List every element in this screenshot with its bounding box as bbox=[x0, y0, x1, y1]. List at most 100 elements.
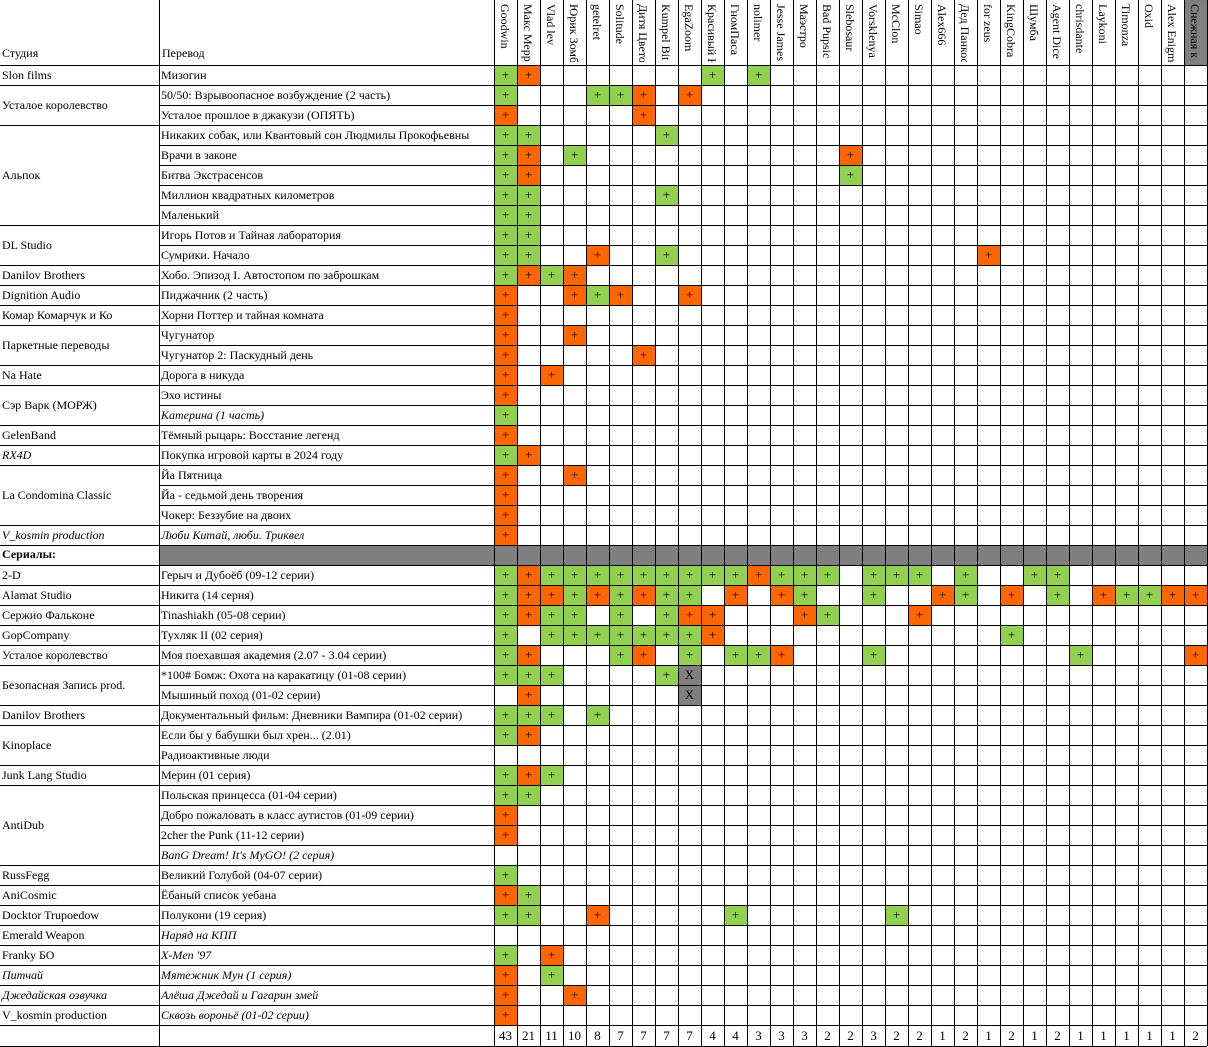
title-cell: Тёмный рыцарь: Восстание легенд bbox=[161, 428, 340, 442]
grid-line bbox=[563, 0, 564, 1046]
grid-line bbox=[0, 725, 1207, 726]
studio-cell: Na Hate bbox=[2, 368, 42, 382]
green-plus-mark: + bbox=[517, 665, 540, 685]
green-plus-mark: + bbox=[494, 85, 517, 105]
orange-plus-mark: + bbox=[1092, 585, 1115, 605]
title-cell: Наряд на КПП bbox=[161, 928, 237, 942]
title-cell: Усталое прошлое в джакузи (ОПЯТЬ) bbox=[161, 108, 355, 122]
orange-plus-mark: + bbox=[586, 905, 609, 925]
studio-cell: Безопасная Запись prod. bbox=[2, 678, 126, 692]
studio-cell: Emerald Weapon bbox=[2, 928, 85, 942]
green-plus-mark: + bbox=[586, 705, 609, 725]
dubber-header-4: getelret bbox=[586, 4, 609, 62]
grid-line bbox=[885, 0, 886, 1046]
grid-line bbox=[0, 265, 1207, 266]
orange-plus-mark: + bbox=[517, 445, 540, 465]
dubber-name: nolimer bbox=[751, 4, 765, 42]
title-cell: Хорни Поттер и тайная комната bbox=[161, 308, 324, 322]
total-cell: 1 bbox=[1100, 1028, 1107, 1043]
green-plus-mark: + bbox=[563, 565, 586, 585]
orange-plus-mark: + bbox=[563, 325, 586, 345]
orange-plus-mark: + bbox=[494, 885, 517, 905]
title-cell: Великий Голубой (04-07 серии) bbox=[161, 868, 323, 882]
orange-plus-mark: + bbox=[517, 145, 540, 165]
green-plus-mark: + bbox=[747, 645, 770, 665]
green-plus-mark: + bbox=[609, 585, 632, 605]
grid-line bbox=[0, 985, 1207, 986]
dubber-header-12: Jesse James bbox=[770, 4, 793, 62]
title-cell: Алёша Джедай и Гагарин змей bbox=[161, 988, 319, 1002]
grid-line bbox=[0, 65, 1207, 66]
orange-plus-mark: + bbox=[1161, 585, 1184, 605]
studio-cell: Комар Комарчук и Ко bbox=[2, 308, 113, 322]
total-cell: 2 bbox=[847, 1028, 854, 1043]
orange-plus-mark: + bbox=[908, 605, 931, 625]
green-plus-mark: + bbox=[494, 585, 517, 605]
grid-line bbox=[0, 225, 1207, 226]
total-cell: 2 bbox=[916, 1028, 923, 1043]
dubber-name: Маэстро bbox=[797, 4, 811, 48]
orange-plus-mark: + bbox=[494, 1005, 517, 1025]
grid-line bbox=[1184, 0, 1185, 1046]
orange-plus-mark: + bbox=[747, 565, 770, 585]
orange-plus-mark: + bbox=[770, 585, 793, 605]
orange-plus-mark: + bbox=[494, 325, 517, 345]
studio-cell: Усталое королевство bbox=[2, 98, 108, 112]
grid-line bbox=[954, 0, 955, 1046]
grid-line bbox=[747, 0, 748, 1046]
orange-plus-mark: + bbox=[517, 265, 540, 285]
grid-line bbox=[0, 625, 1207, 626]
total-cell: 3 bbox=[755, 1028, 762, 1043]
studio-cell: Усталое королевство bbox=[2, 648, 108, 662]
dubber-header-25: chrisdante bbox=[1069, 4, 1092, 62]
total-cell: 3 bbox=[870, 1028, 877, 1043]
total-cell: 2 bbox=[1008, 1028, 1015, 1043]
title-cell: Игорь Потов и Тайная лаборатория bbox=[161, 228, 341, 242]
grid-line bbox=[1069, 0, 1070, 1046]
green-plus-mark: + bbox=[586, 285, 609, 305]
dubber-header-1: Макс Мерр bbox=[517, 4, 540, 62]
green-plus-mark: + bbox=[494, 65, 517, 85]
green-plus-mark: + bbox=[494, 185, 517, 205]
orange-plus-mark: + bbox=[517, 65, 540, 85]
studio-cell: Питчай bbox=[2, 968, 44, 982]
title-cell: Пиджачник (2 часть) bbox=[161, 288, 268, 302]
grid-line bbox=[816, 0, 817, 1046]
studio-cell: RX4D bbox=[2, 448, 32, 462]
orange-plus-mark: + bbox=[563, 265, 586, 285]
orange-plus-mark: + bbox=[517, 645, 540, 665]
title-cell: 50/50: Взрывоопасное возбуждение (2 част… bbox=[161, 88, 391, 102]
green-plus-mark: + bbox=[494, 245, 517, 265]
green-plus-mark: + bbox=[1069, 645, 1092, 665]
grid-line bbox=[159, 685, 1207, 686]
title-cell: Сумрики. Начало bbox=[161, 248, 250, 262]
dubber-header-22: KingCobra bbox=[1000, 4, 1023, 62]
total-cell: 1 bbox=[1123, 1028, 1130, 1043]
studio-cell: V_kosmin production bbox=[2, 1008, 107, 1022]
grid-line bbox=[655, 0, 656, 1046]
green-plus-mark: + bbox=[1046, 565, 1069, 585]
studio-cell: Danilov Brothers bbox=[2, 268, 85, 282]
dubber-header-29: Alex Enigm bbox=[1161, 4, 1184, 62]
orange-plus-mark: + bbox=[494, 985, 517, 1005]
studio-cell: Alamat Studio bbox=[2, 588, 72, 602]
orange-plus-mark: + bbox=[701, 625, 724, 645]
grid-line bbox=[908, 0, 909, 1046]
grid-line bbox=[0, 905, 1207, 906]
green-plus-mark: + bbox=[655, 585, 678, 605]
green-plus-mark: + bbox=[494, 165, 517, 185]
grid-line bbox=[678, 0, 679, 1046]
green-plus-mark: + bbox=[494, 725, 517, 745]
title-cell: Дорога в никуда bbox=[161, 368, 245, 382]
green-plus-mark: + bbox=[655, 185, 678, 205]
green-plus-mark: + bbox=[494, 665, 517, 685]
studio-cell: Danilov Brothers bbox=[2, 708, 85, 722]
grid-line bbox=[0, 445, 1207, 446]
studio-cell: Franky БО bbox=[2, 948, 55, 962]
dubber-name: McClon bbox=[889, 4, 903, 44]
green-plus-mark: + bbox=[540, 565, 563, 585]
green-plus-mark: + bbox=[563, 605, 586, 625]
orange-plus-mark: + bbox=[632, 585, 655, 605]
grid-line bbox=[931, 0, 932, 1046]
green-plus-mark: + bbox=[494, 565, 517, 585]
